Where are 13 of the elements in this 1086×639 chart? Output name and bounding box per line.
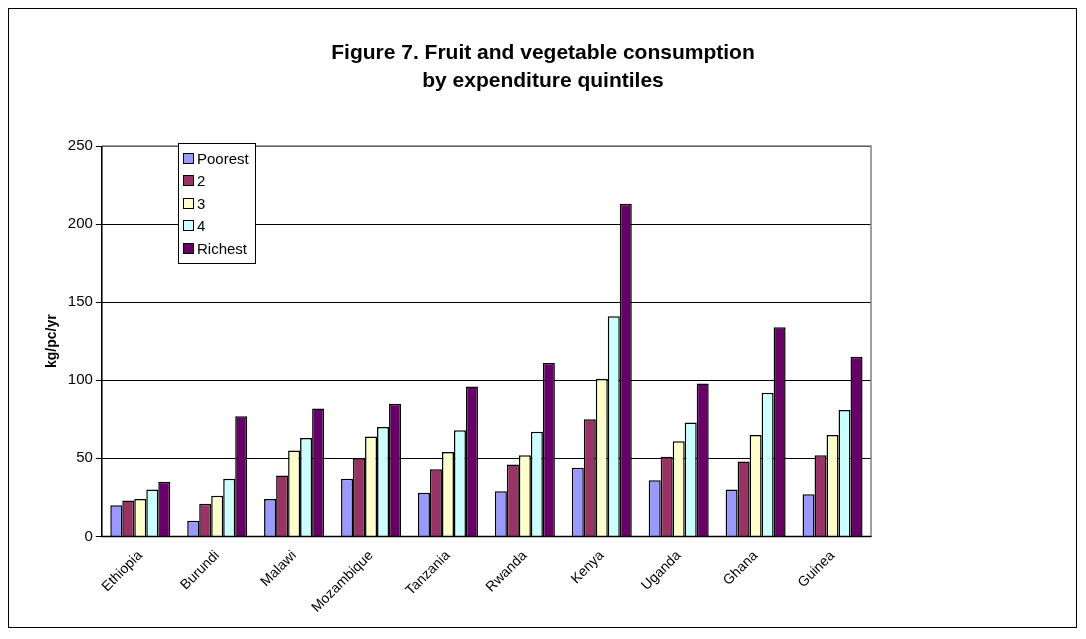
y-tick-label: 0 <box>84 526 93 544</box>
legend-label: Richest <box>197 239 248 257</box>
y-tick-label: 100 <box>67 370 93 388</box>
y-tick-label: 50 <box>76 448 93 466</box>
legend-label: 2 <box>197 172 206 190</box>
legend-label: Poorest <box>197 149 249 167</box>
y-tick-label: 250 <box>67 136 93 154</box>
chart-title: Figure 7. Fruit and vegetable consumption by expenditure quintiles <box>330 39 756 93</box>
y-axis-title: kg/pc/yr <box>43 313 60 369</box>
y-tick-label: 200 <box>67 214 93 232</box>
legend-label: 4 <box>197 217 206 235</box>
y-tick-label: 150 <box>67 292 93 310</box>
legend-label: 3 <box>197 194 206 212</box>
